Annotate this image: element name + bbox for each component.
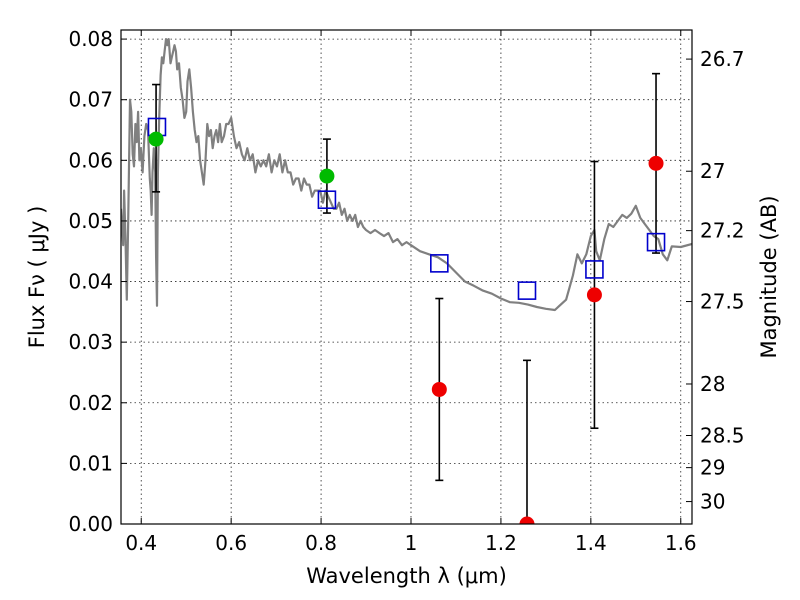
low-sn-point: [431, 381, 447, 397]
spectrum-line: [121, 38, 692, 312]
model-band-square: [317, 190, 337, 210]
y-tick-label: 0.02: [68, 391, 113, 415]
y-tick-label: 0.01: [68, 451, 113, 475]
spectrum-layer: [121, 38, 692, 312]
detection-point: [148, 131, 164, 147]
right-tick-label: 26.7: [700, 47, 745, 71]
right-tick-label: 29: [700, 456, 725, 480]
y-tick-label: 0.00: [68, 512, 113, 536]
model-band-square: [646, 232, 666, 252]
detection-point: [319, 168, 335, 184]
plot-area: [121, 38, 692, 524]
low-sn-point: [519, 516, 535, 524]
right-tick-label: 28.5: [700, 424, 745, 448]
right-ticks: 26.7 27 27.2 27.5 28 28.5 29 30: [686, 47, 745, 514]
plot-frame: [120, 29, 693, 525]
y-tick-label: 0.05: [68, 209, 113, 233]
grid: [121, 30, 692, 525]
x-tick-label: 1.4: [575, 531, 607, 555]
y-ticks: 0.00 0.01 0.02 0.03 0.04 0.05 0.06 0.07 0.08: [68, 27, 127, 536]
right-tick-label: 30: [700, 490, 725, 514]
x-ticks: 0.4 0.6 0.8 1 1.2 1.4 1.6: [125, 30, 697, 555]
x-tick-label: 0.4: [125, 531, 157, 555]
low-sn-point: [648, 155, 664, 171]
y-tick-label: 0.06: [68, 148, 113, 172]
right-tick-label: 28: [700, 372, 725, 396]
y-tick-label: 0.04: [68, 270, 113, 294]
model-band-square: [430, 254, 449, 273]
y-axis-title: Flux Fν ( μJy ): [25, 206, 49, 349]
y-tick-label: 0.07: [68, 88, 113, 112]
low-sn-point: [586, 287, 602, 303]
right-axis-title: Magnitude (AB): [757, 195, 781, 358]
x-tick-label: 0.8: [305, 531, 337, 555]
y-tick-label: 0.08: [68, 27, 113, 51]
errorbar-layer: [152, 72, 661, 524]
x-tick-label: 1.2: [485, 531, 517, 555]
y-tick-label: 0.03: [68, 330, 113, 354]
model-band-square: [517, 281, 537, 300]
x-tick-label: 1.6: [665, 531, 697, 555]
right-tick-label: 27.5: [700, 290, 745, 314]
x-tick-label: 0.6: [215, 531, 247, 555]
model-band-square: [585, 260, 604, 279]
x-axis-title: Wavelength λ (μm): [306, 564, 507, 588]
marker-layer: [147, 117, 666, 524]
right-tick-label: 27.2: [700, 219, 745, 243]
x-tick-label: 1: [405, 531, 418, 555]
right-tick-label: 27: [700, 159, 725, 183]
